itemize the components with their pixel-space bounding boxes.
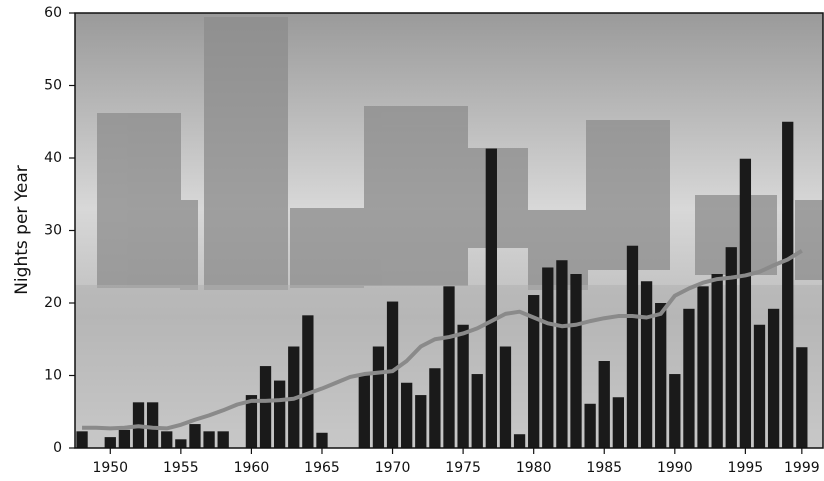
bar	[796, 347, 808, 448]
x-tick-label: 1975	[445, 460, 481, 476]
bar	[273, 380, 286, 448]
bar	[118, 429, 131, 448]
bar	[542, 267, 554, 448]
bar	[683, 308, 695, 448]
x-tick-label: 1990	[657, 460, 693, 476]
bar	[175, 439, 187, 448]
bar	[358, 375, 370, 448]
bar	[245, 395, 258, 448]
bar	[485, 148, 497, 448]
bar	[217, 431, 229, 448]
y-tick-label: 20	[44, 295, 62, 311]
y-tick-label: 30	[44, 223, 62, 239]
bar	[415, 395, 427, 448]
bar	[259, 366, 272, 448]
bar	[739, 158, 752, 448]
bar	[189, 424, 201, 448]
y-tick-label: 50	[44, 78, 62, 94]
bar	[513, 434, 526, 448]
bar	[528, 295, 540, 448]
bar	[443, 286, 455, 448]
bar	[782, 121, 794, 448]
bar	[104, 437, 116, 448]
bar	[556, 260, 568, 448]
bar	[429, 368, 441, 448]
bar	[584, 403, 596, 448]
plot	[76, 121, 808, 448]
bar	[669, 374, 681, 448]
bar	[753, 324, 766, 448]
bar	[655, 303, 667, 448]
y-tick-label: 60	[44, 5, 62, 21]
x-tick-label: 1999	[784, 460, 820, 476]
y-axis-title: Nights per Year	[12, 165, 32, 295]
bar	[471, 374, 483, 448]
x-tick-label: 1955	[163, 460, 199, 476]
bar	[146, 402, 159, 448]
bar	[626, 245, 639, 448]
x-tick-label: 1950	[92, 460, 128, 476]
x-tick-label: 1995	[728, 460, 764, 476]
bar	[457, 324, 469, 448]
bar	[386, 301, 399, 448]
bar	[767, 308, 780, 448]
bar	[316, 432, 328, 448]
y-tick-label: 10	[44, 368, 62, 384]
bar	[640, 281, 653, 448]
x-tick-label: 1960	[234, 460, 270, 476]
x-tick-label: 1965	[304, 460, 340, 476]
bar	[76, 431, 88, 448]
y-tick-label: 0	[53, 440, 62, 456]
bar	[372, 346, 385, 448]
bar	[203, 431, 215, 448]
bar	[401, 382, 413, 448]
bar	[570, 274, 582, 448]
bar	[697, 286, 709, 448]
bar	[161, 431, 173, 448]
bar	[612, 397, 625, 448]
bar	[499, 346, 512, 448]
x-tick-label: 1970	[375, 460, 411, 476]
bar	[302, 315, 314, 448]
bar	[598, 361, 610, 448]
bar	[711, 274, 723, 448]
bar	[725, 247, 737, 448]
trend-line	[82, 249, 803, 431]
x-tick-label: 1985	[586, 460, 622, 476]
x-tick-label: 1980	[516, 460, 552, 476]
y-tick-label: 40	[44, 150, 62, 166]
